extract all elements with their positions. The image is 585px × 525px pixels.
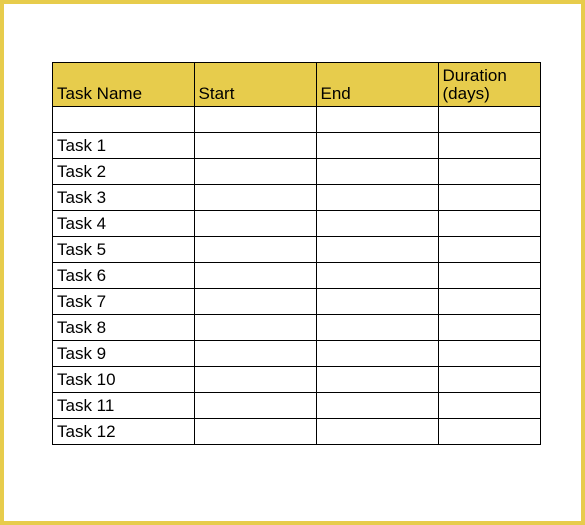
cell-task: Task 4 — [53, 211, 195, 237]
cell-end — [316, 367, 438, 393]
header-end: End — [316, 63, 438, 107]
cell-start — [194, 211, 316, 237]
cell-end — [316, 315, 438, 341]
table-row: Task 8 — [53, 315, 541, 341]
table-row: Task 5 — [53, 237, 541, 263]
cell-task: Task 2 — [53, 159, 195, 185]
cell-end — [316, 107, 438, 133]
cell-duration — [438, 341, 540, 367]
cell-task: Task 7 — [53, 289, 195, 315]
task-table: Task Name Start End Duration (days) Task… — [52, 62, 541, 445]
cell-start — [194, 185, 316, 211]
cell-duration — [438, 211, 540, 237]
cell-duration — [438, 367, 540, 393]
cell-task: Task 5 — [53, 237, 195, 263]
cell-duration — [438, 185, 540, 211]
table-row — [53, 107, 541, 133]
table-row: Task 6 — [53, 263, 541, 289]
cell-task: Task 11 — [53, 393, 195, 419]
cell-start — [194, 419, 316, 445]
cell-task: Task 8 — [53, 315, 195, 341]
cell-end — [316, 263, 438, 289]
cell-duration — [438, 419, 540, 445]
cell-end — [316, 133, 438, 159]
header-duration: Duration (days) — [438, 63, 540, 107]
cell-duration — [438, 107, 540, 133]
table-row: Task 1 — [53, 133, 541, 159]
table-body: Task 1 Task 2 Task 3 Task 4 — [53, 107, 541, 445]
cell-start — [194, 263, 316, 289]
cell-end — [316, 211, 438, 237]
cell-duration — [438, 263, 540, 289]
cell-end — [316, 393, 438, 419]
cell-end — [316, 159, 438, 185]
table-row: Task 3 — [53, 185, 541, 211]
cell-duration — [438, 237, 540, 263]
cell-task: Task 1 — [53, 133, 195, 159]
cell-start — [194, 159, 316, 185]
cell-duration — [438, 159, 540, 185]
header-task-name: Task Name — [53, 63, 195, 107]
cell-start — [194, 341, 316, 367]
cell-start — [194, 393, 316, 419]
cell-end — [316, 341, 438, 367]
cell-duration — [438, 133, 540, 159]
document-frame: Task Name Start End Duration (days) Task… — [0, 0, 585, 525]
table-row: Task 4 — [53, 211, 541, 237]
cell-start — [194, 367, 316, 393]
table-row: Task 9 — [53, 341, 541, 367]
cell-start — [194, 107, 316, 133]
cell-start — [194, 237, 316, 263]
cell-end — [316, 237, 438, 263]
cell-duration — [438, 315, 540, 341]
header-start: Start — [194, 63, 316, 107]
cell-duration — [438, 289, 540, 315]
cell-end — [316, 289, 438, 315]
cell-end — [316, 419, 438, 445]
cell-task — [53, 107, 195, 133]
table-row: Task 2 — [53, 159, 541, 185]
cell-start — [194, 133, 316, 159]
header-row: Task Name Start End Duration (days) — [53, 63, 541, 107]
cell-start — [194, 315, 316, 341]
cell-task: Task 9 — [53, 341, 195, 367]
cell-task: Task 3 — [53, 185, 195, 211]
cell-task: Task 12 — [53, 419, 195, 445]
cell-start — [194, 289, 316, 315]
cell-task: Task 6 — [53, 263, 195, 289]
cell-end — [316, 185, 438, 211]
cell-task: Task 10 — [53, 367, 195, 393]
table-row: Task 7 — [53, 289, 541, 315]
table-row: Task 11 — [53, 393, 541, 419]
table-row: Task 12 — [53, 419, 541, 445]
cell-duration — [438, 393, 540, 419]
table-row: Task 10 — [53, 367, 541, 393]
